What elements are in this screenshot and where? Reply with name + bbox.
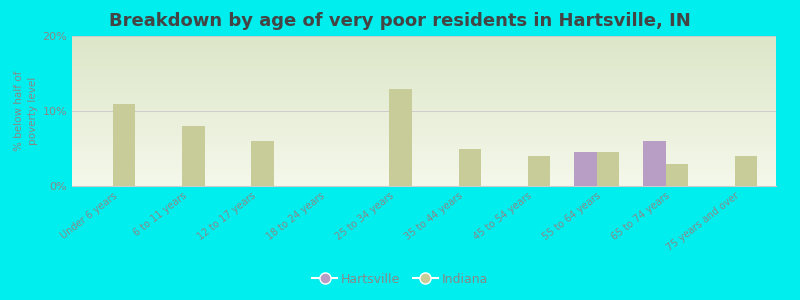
Bar: [597, 152, 618, 186]
Bar: [666, 164, 688, 186]
Bar: [643, 141, 666, 186]
Bar: [182, 126, 205, 186]
Bar: [390, 88, 411, 186]
Bar: [574, 152, 597, 186]
Bar: [251, 141, 274, 186]
Bar: [114, 103, 135, 186]
Legend: Hartsville, Indiana: Hartsville, Indiana: [307, 268, 493, 291]
Text: Breakdown by age of very poor residents in Hartsville, IN: Breakdown by age of very poor residents …: [109, 12, 691, 30]
Y-axis label: % below half of
poverty level: % below half of poverty level: [14, 71, 38, 151]
Bar: [527, 156, 550, 186]
Bar: [458, 148, 481, 186]
Bar: [734, 156, 757, 186]
